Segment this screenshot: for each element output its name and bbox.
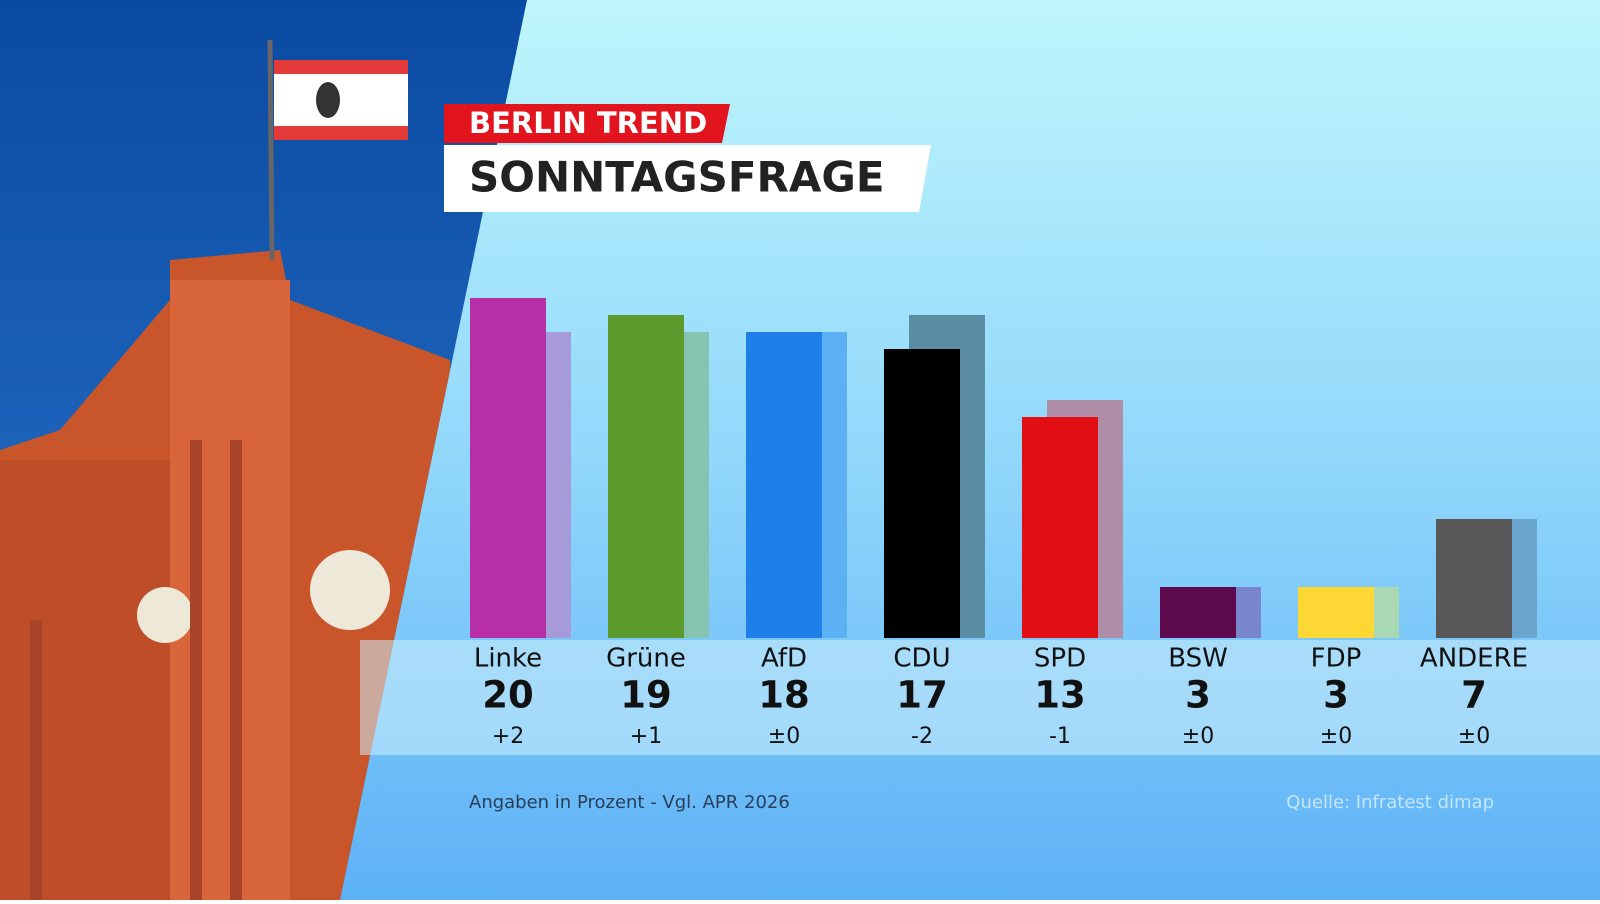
bar [1436,519,1512,638]
category-label: FDP [1311,644,1362,674]
value-label: 7 [1461,674,1487,717]
category-label: CDU [893,644,950,674]
bar [1022,417,1098,638]
category-label: Grüne [606,644,686,674]
category-label: AfD [761,644,807,674]
change-label: ±0 [1458,724,1490,749]
label-band [360,640,1600,755]
change-label: ±0 [1182,724,1214,749]
value-label: 17 [896,674,948,717]
category-label: SPD [1034,644,1086,674]
value-label: 3 [1323,674,1349,717]
value-label: 18 [758,674,810,717]
kicker: BERLIN TREND [469,106,707,140]
bar [470,298,546,638]
note: Angaben in Prozent - Vgl. APR 2026 [469,792,790,813]
bar [1298,587,1374,638]
value-label: 20 [482,674,534,717]
title-box [444,145,931,212]
value-label: 3 [1185,674,1211,717]
bar [746,332,822,638]
category-label: Linke [474,644,542,674]
photo [0,0,527,900]
value-label: 19 [620,674,672,717]
source: Quelle: Infratest dimap [1286,792,1494,813]
change-label: +1 [630,724,662,749]
category-label: BSW [1168,644,1228,674]
category-label: ANDERE [1420,644,1528,674]
kicker-box [444,104,730,143]
change-label: ±0 [1320,724,1352,749]
change-label: -2 [911,724,933,749]
chart-title: SONNTAGSFRAGE [469,153,885,202]
change-label: ±0 [768,724,800,749]
change-label: +2 [492,724,524,749]
change-label: -1 [1049,724,1071,749]
value-label: 13 [1034,674,1086,717]
bar [1160,587,1236,638]
bar [608,315,684,638]
bar [884,349,960,638]
